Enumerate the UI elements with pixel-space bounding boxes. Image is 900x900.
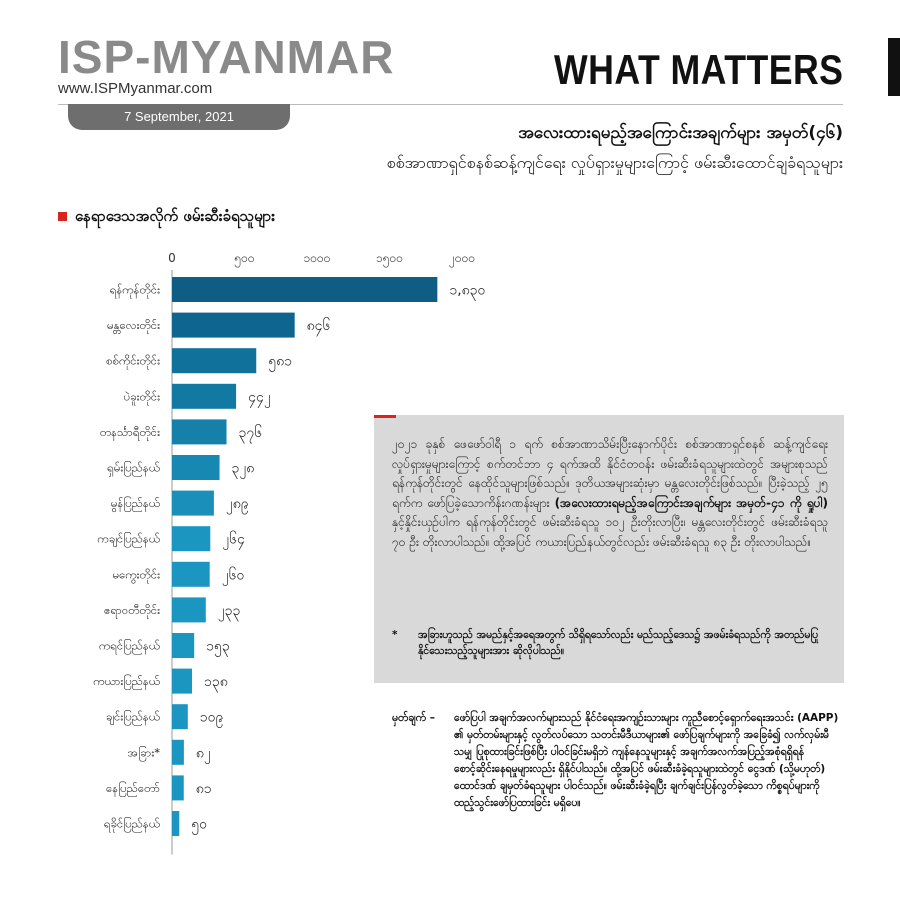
x-tick-label: ၅၀၀ — [234, 251, 254, 268]
value-label: ၈၂ — [196, 745, 211, 763]
info-text-reference: (အလေးထားရမည့်အကြောင်းအချက်များ အမှတ်-၄၁ … — [554, 495, 828, 510]
bar — [172, 739, 184, 765]
footnote-text: အခြားဟူသည် အမည်နှင့်အရေအတွက် သိရှိရသော်လ… — [418, 629, 819, 657]
main-title: အလေးထားရမည့်အကြောင်းအချက်များ အမှတ်(၄၆) — [518, 123, 843, 143]
bar — [172, 704, 188, 730]
bar — [172, 277, 438, 302]
subtitle: စစ်အာဏာရှင်စနစ်ဆန့်ကျင်ရေး လှုပ်ရှားမှုမ… — [386, 153, 843, 172]
date-badge: 7 September, 2021 — [68, 104, 290, 130]
note-label: မှတ်ချက် – — [392, 712, 435, 724]
value-label: ၃၂၈ — [232, 461, 255, 479]
category-label: မကွေးတိုင်း — [113, 567, 161, 583]
bar — [172, 668, 193, 694]
value-label: ၅၀ — [191, 817, 207, 835]
category-label: ပဲခူးတိုင်း — [124, 389, 161, 405]
info-text-part1: ၂၀၂၁ ခုနှစ် ဖေဖော်ဝါရီ ၁ ရက် စစ်အာဏာသိမ်… — [392, 437, 828, 510]
bar — [172, 633, 195, 658]
category-label: ကယားပြည်နယ် — [93, 674, 160, 690]
info-paragraph: ၂၀၂၁ ခုနှစ် ဖေဖော်ဝါရီ ၁ ရက် စစ်အာဏာသိမ်… — [392, 435, 828, 552]
bar — [172, 312, 295, 338]
header-divider — [58, 104, 843, 105]
bar — [172, 419, 227, 445]
bar — [172, 490, 214, 516]
chart-section-heading: နေရာဒေသအလိုက် ဖမ်းဆီးခံရသူများ — [58, 207, 275, 229]
category-label: ကရင်ပြည်နယ် — [99, 639, 160, 655]
bar — [172, 775, 184, 801]
category-label: မွန်ပြည်နယ် — [111, 496, 160, 512]
footnote-marker: * — [392, 629, 398, 641]
value-label: ၁၅၃ — [206, 639, 230, 657]
category-label: ဧရာဝတီတိုင်း — [104, 603, 160, 619]
value-label: ၁၀၉ — [200, 710, 224, 728]
chart-section-title: နေရာဒေသအလိုက် ဖမ်းဆီးခံရသူများ — [75, 207, 276, 225]
value-label: ၂၈၉ — [226, 496, 249, 514]
value-label: ၃၇၆ — [239, 425, 263, 443]
corner-accent — [888, 38, 900, 96]
value-label: ၁၃၈ — [204, 674, 228, 692]
bar — [172, 383, 237, 409]
source-note: မှတ်ချက် – ဖော်ပြပါ အချက်အလက်များသည် နို… — [392, 710, 844, 812]
category-label: အခြား* — [128, 745, 161, 761]
value-label: ၂၆၄ — [222, 532, 245, 550]
bar — [172, 811, 180, 836]
footnote: * အခြားဟူသည် အမည်နှင့်အရေအတွက် သိရှိရသော… — [392, 627, 828, 659]
value-label: ၂၆၀ — [222, 567, 245, 585]
bar — [172, 597, 206, 623]
info-box: ၂၀၂၁ ခုနှစ် ဖေဖော်ဝါရီ ၁ ရက် စစ်အာဏာသိမ်… — [374, 415, 844, 683]
category-label: မန္တလေးတိုင်း — [107, 318, 160, 334]
x-tick-label: ၂၀၀၀ — [449, 251, 475, 268]
bar — [172, 455, 220, 480]
value-label: ၈၄၆ — [307, 318, 331, 336]
red-square-marker — [58, 212, 67, 221]
value-label: ၁,၈၃၀ — [449, 283, 485, 301]
category-label: ရန်ကုန်တိုင်း — [110, 283, 160, 299]
category-label: ချင်းပြည်နယ် — [106, 710, 160, 726]
value-label: ၂၃၃ — [218, 603, 241, 621]
info-box-accent — [374, 415, 396, 418]
value-label: ၄၄၂ — [248, 389, 271, 407]
bar — [172, 526, 211, 552]
brand-title: WHAT MATTERS — [553, 46, 843, 93]
value-label: ၅၈၁ — [268, 354, 292, 372]
category-label: ကချင်ပြည်နယ် — [97, 532, 160, 548]
bar — [172, 348, 257, 374]
value-label: ၈၁ — [196, 781, 212, 797]
category-label: စစ်ကိုင်းတိုင်း — [106, 354, 160, 370]
bar — [172, 561, 210, 587]
website-link[interactable]: www.ISPMyanmar.com — [58, 80, 213, 97]
category-label: ရှမ်းပြည်နယ် — [107, 461, 160, 477]
info-text-part2: နှင့်နှိုင်းယှဉ်ပါက ရန်ကုန်တိုင်းတွင် ဖမ… — [392, 515, 828, 549]
note-text: ဖော်ပြပါ အချက်အလက်များသည် နိုင်ငံရေးအကျဉ… — [454, 712, 839, 809]
x-tick-label: ၁၀၀၀ — [304, 251, 331, 265]
category-label: နေပြည်တော် — [106, 781, 160, 797]
x-tick-label: 0 — [168, 251, 176, 265]
x-tick-label: ၁၅၀၀ — [376, 251, 403, 268]
category-label: တနင်္သာရီတိုင်း — [100, 425, 160, 441]
logo: ISP-MYANMAR — [58, 31, 395, 83]
category-label: ရခိုင်ပြည်နယ် — [104, 817, 160, 833]
